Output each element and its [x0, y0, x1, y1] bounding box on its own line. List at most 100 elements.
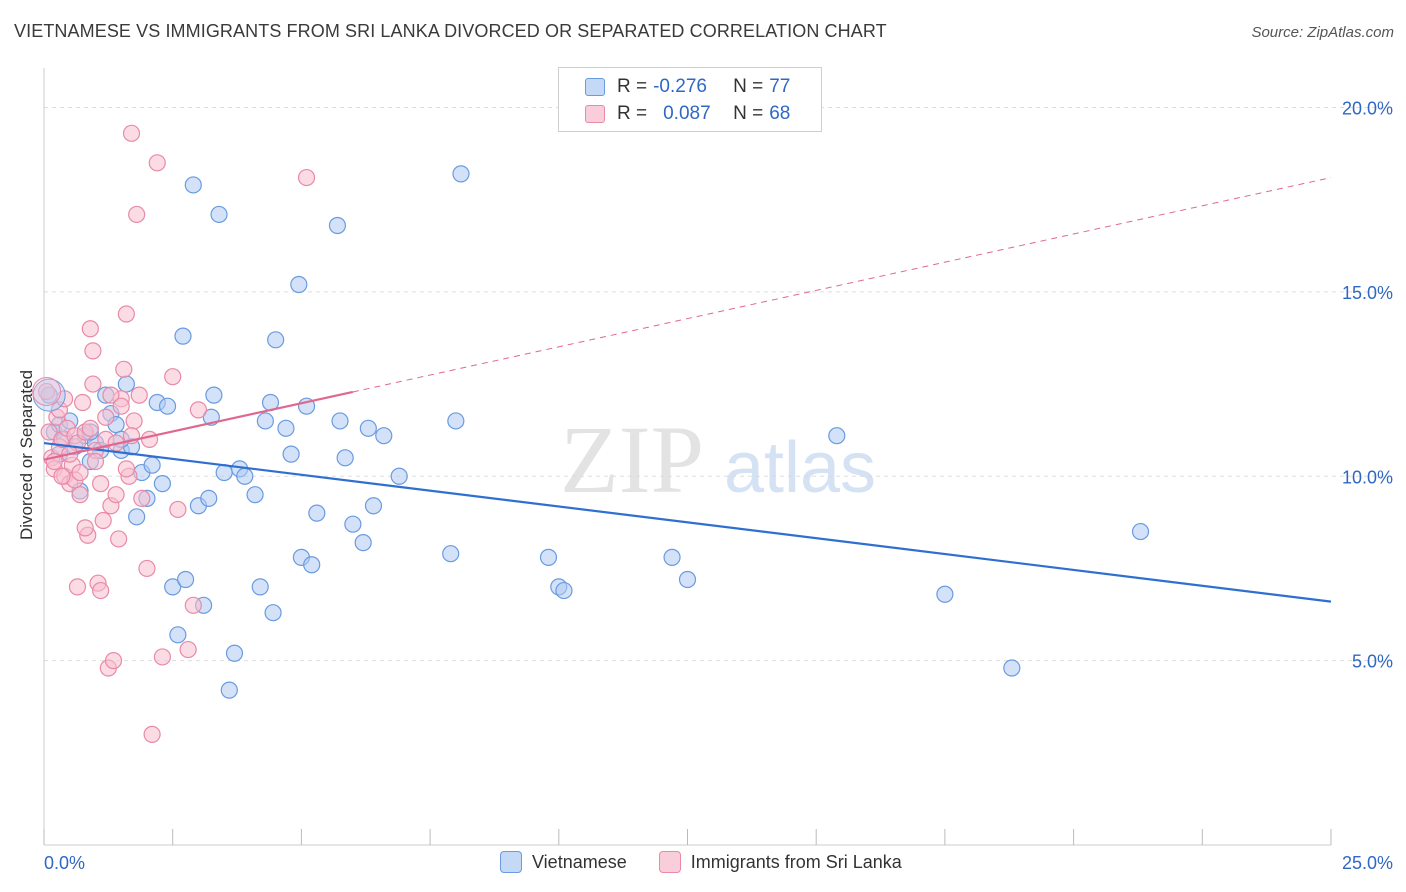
vietnamese-point	[220, 681, 238, 699]
vietnamese-point	[256, 412, 274, 430]
sri-lanka-point	[81, 419, 99, 437]
legend-n-label: N =	[733, 103, 764, 124]
sri-lanka-point	[117, 460, 135, 478]
series-swatch-blue	[500, 851, 522, 873]
sri-lanka-point	[117, 305, 135, 323]
sri-lanka-trend-projection	[352, 177, 1332, 393]
sri-lanka-point	[84, 375, 102, 393]
sri-lanka-point	[68, 578, 87, 596]
x-tick-label: 0.0%	[44, 853, 85, 873]
legend-n-value: 68	[769, 103, 791, 124]
legend-r-value: 0.087	[663, 103, 711, 124]
sri-lanka-point	[81, 320, 99, 338]
vietnamese-point	[375, 427, 393, 445]
vietnamese-point	[184, 176, 202, 194]
sri-lanka-point	[164, 368, 182, 386]
chart-title: VIETNAMESE VS IMMIGRANTS FROM SRI LANKA …	[14, 21, 887, 41]
y-tick-label: 20.0%	[1342, 99, 1393, 119]
legend-n-value: 77	[769, 76, 791, 97]
legend-row-vietnamese: R = -0.276 N = 77	[585, 76, 790, 98]
vietnamese-point	[1003, 659, 1021, 677]
vietnamese-point	[1131, 522, 1150, 541]
vietnamese-point	[117, 375, 135, 393]
sri-lanka-point	[140, 430, 159, 448]
sri-lanka-point	[189, 401, 208, 419]
watermark-atlas: atlas	[724, 428, 876, 508]
legend-swatch-pink	[585, 105, 605, 123]
vietnamese-point	[176, 570, 195, 589]
watermark: ZIP atlas	[560, 406, 876, 513]
vietnamese-point	[555, 581, 573, 600]
sri-lanka-point-large	[32, 376, 62, 406]
vietnamese-point	[200, 489, 218, 507]
sri-lanka-point	[110, 530, 128, 548]
vietnamese-point	[678, 570, 697, 589]
vietnamese-point	[158, 397, 177, 415]
legend-row-sri-lanka: R = 0.087 N = 68	[585, 103, 790, 125]
tick-label-layer: 5.0% 10.0% 15.0% 20.0% 0.0% 25.0%	[44, 99, 1393, 874]
vietnamese-point	[344, 515, 362, 533]
y-tick-label: 10.0%	[1342, 467, 1393, 487]
sri-lanka-point	[179, 640, 197, 659]
vietnamese-point	[452, 165, 470, 183]
sri-lanka-point	[138, 559, 156, 578]
sri-lanka-point	[71, 486, 89, 504]
vietnamese-point	[164, 578, 182, 596]
vietnamese-point	[246, 486, 264, 504]
vietnamese-point	[336, 449, 354, 467]
sri-lanka-point	[128, 205, 146, 224]
vietnamese-point	[936, 585, 954, 603]
vietnamese-point	[303, 556, 321, 574]
sri-lanka-point	[112, 397, 130, 415]
sri-lanka-point	[76, 519, 94, 537]
series-legend-sri-lanka: Immigrants from Sri Lanka	[658, 851, 902, 873]
series-legend-label: Immigrants from Sri Lanka	[690, 851, 902, 872]
sri-lanka-point	[169, 500, 187, 519]
sri-lanka-point	[130, 386, 148, 404]
series-swatch-pink	[658, 851, 681, 873]
sri-lanka-point	[71, 463, 89, 482]
y-tick-label: 5.0%	[1352, 652, 1393, 672]
sri-lanka-point	[53, 467, 71, 485]
sri-lanka-point	[37, 382, 56, 401]
legend-swatch-blue	[585, 78, 605, 96]
vietnamese-point	[364, 497, 383, 515]
sri-lanka-point	[122, 124, 141, 142]
sri-lanka-point	[125, 412, 143, 430]
vietnamese-point	[267, 331, 285, 349]
vietnamese-point	[354, 534, 372, 552]
vietnamese-point	[390, 467, 408, 485]
sri-lanka-point	[86, 452, 105, 471]
vietnamese-point	[308, 504, 326, 522]
sri-lanka-point	[94, 511, 112, 530]
vietnamese-point	[447, 412, 465, 430]
vietnamese-point	[128, 508, 146, 526]
sri-lanka-point	[92, 581, 110, 600]
vietnamese-trend-line	[43, 441, 1332, 603]
sri-lanka-point	[115, 360, 133, 378]
vietnamese-point	[251, 578, 269, 596]
vietnamese-point	[828, 427, 846, 445]
points-layer	[32, 124, 1150, 743]
vietnamese-point	[205, 386, 223, 404]
vietnamese-point	[359, 419, 377, 437]
source-credit: Source: ZipAtlas.com	[1251, 24, 1394, 41]
sri-lanka-point	[107, 486, 125, 504]
sri-lanka-point	[143, 725, 161, 743]
legend-r-label: R =	[617, 76, 648, 97]
y-tick-label: 15.0%	[1342, 283, 1393, 303]
sri-lanka-point	[74, 393, 92, 412]
series-legend-label: Vietnamese	[532, 851, 627, 872]
sri-lanka-point	[297, 168, 316, 187]
vietnamese-point	[264, 604, 282, 622]
legend-r-label: R =	[617, 103, 648, 124]
sri-lanka-point	[104, 652, 123, 670]
x-tick-label: 25.0%	[1342, 853, 1393, 873]
sri-lanka-trend-line	[43, 390, 354, 461]
legend-r-value: -0.276	[653, 76, 707, 97]
vietnamese-point	[290, 275, 308, 294]
series-legend: Vietnamese Immigrants from Sri Lanka	[500, 851, 934, 873]
sri-lanka-point	[92, 475, 110, 493]
sri-lanka-point	[184, 596, 202, 614]
